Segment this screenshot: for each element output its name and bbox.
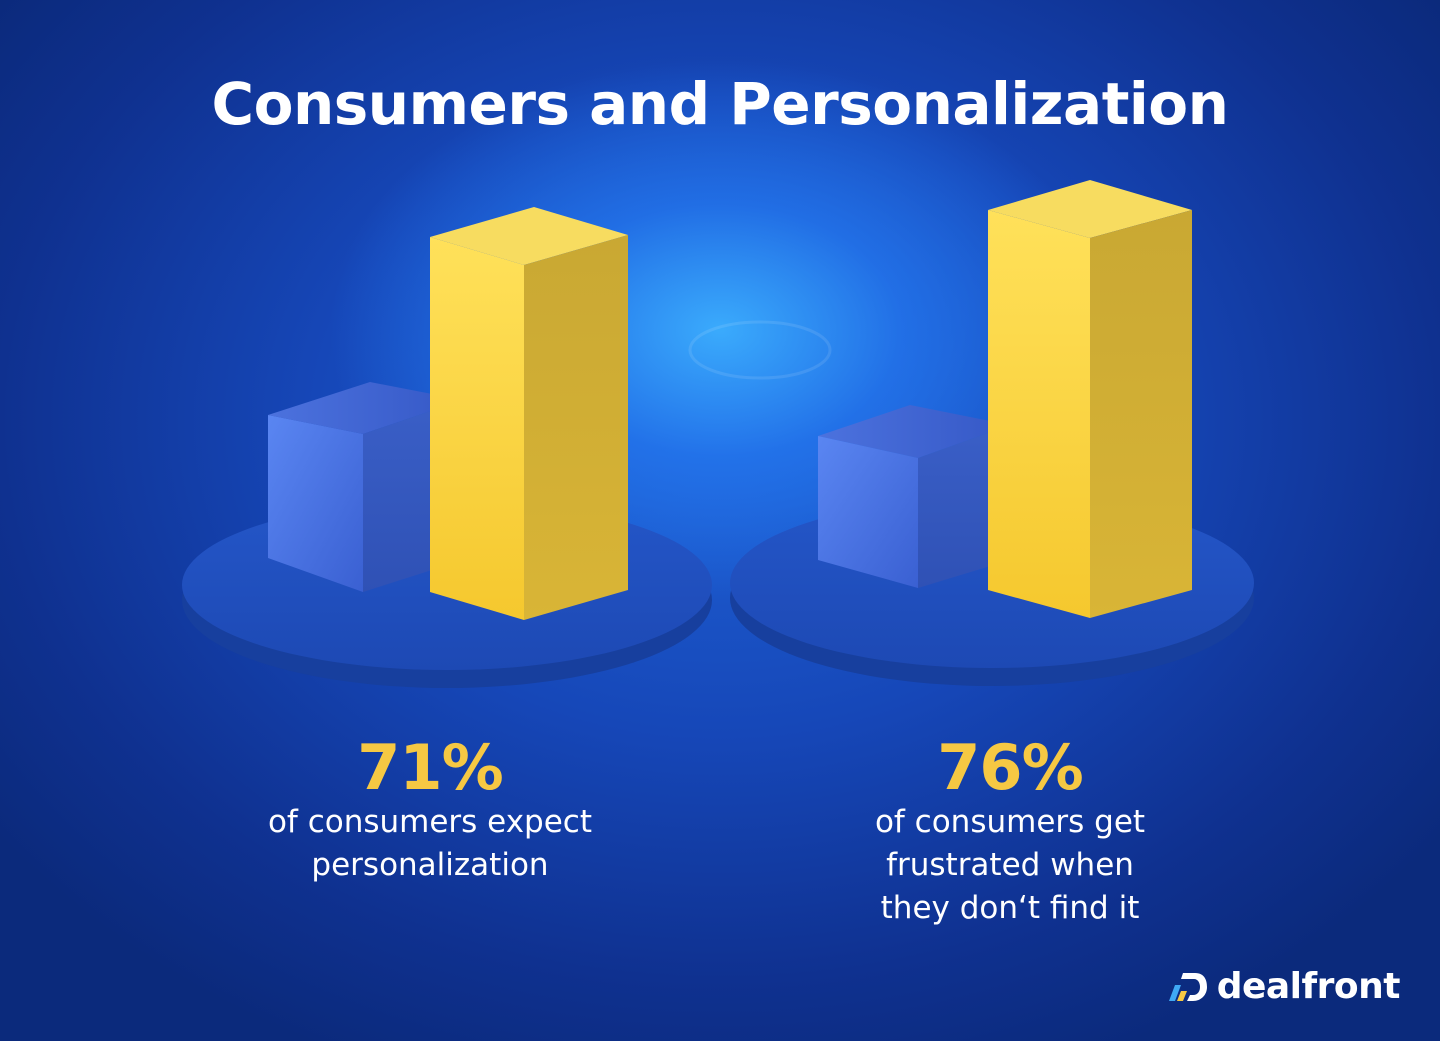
stat-description: of consumers get frustrated when they do… [874, 804, 1146, 926]
chart-group-left [182, 207, 712, 688]
bar-76 [988, 180, 1192, 618]
baseline-cube [818, 405, 1010, 588]
bar-71 [430, 207, 628, 620]
stat-right: 76% of consumers get frustrated when the… [810, 735, 1210, 930]
stat-left: 71% of consumers expect personalization [230, 735, 630, 887]
stat-value: 76% [937, 731, 1083, 804]
stat-value: 71% [357, 731, 503, 804]
brand-logo[interactable]: dealfront [1167, 966, 1401, 1007]
page-title: Consumers and Personalization [211, 70, 1229, 138]
logo-text: dealfront [1216, 966, 1401, 1007]
dealfront-logo-icon [1168, 972, 1207, 1001]
stat-description: of consumers expect personalization [267, 804, 593, 883]
glow-reflection [688, 320, 832, 380]
chart-group-right [730, 180, 1254, 686]
